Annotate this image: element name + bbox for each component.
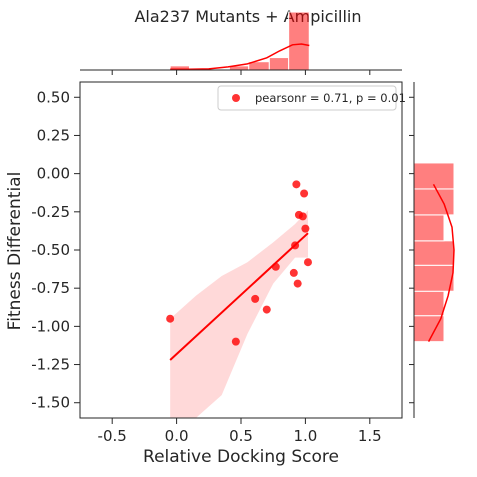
data-point (251, 294, 260, 303)
x-tick-label: 0.0 (165, 427, 189, 445)
main-scatter-panel: -0.5 0.0 0.5 1.0 1.5 0.50 0.25 0.00 -0.25 -0.50 -0… (31, 81, 403, 445)
data-point (298, 212, 307, 221)
y-histogram-bar (413, 240, 455, 266)
y-tick-label: 0.50 (37, 88, 70, 106)
x-histogram-bar (288, 11, 310, 71)
x-tick-label: 0.5 (229, 427, 253, 445)
data-point (300, 189, 309, 198)
y-kde-curve (427, 183, 455, 342)
data-point (291, 241, 300, 250)
y-tick-label: -1.00 (31, 317, 70, 335)
y-tick-label: -0.25 (31, 203, 70, 221)
legend-marker (232, 94, 240, 102)
y-histogram-bar (413, 214, 445, 242)
y-tick-label: -1.50 (31, 394, 70, 412)
data-point (292, 180, 301, 189)
legend-label: pearsonr = 0.71, p = 0.01 (255, 91, 406, 105)
y-histogram-bar (413, 188, 455, 216)
x-tick-label: 1.0 (293, 427, 317, 445)
data-point (166, 314, 175, 323)
plot-frame (79, 81, 403, 419)
confidence-band (170, 210, 308, 418)
legend-box (217, 85, 397, 111)
y-tick-label: -1.25 (31, 356, 70, 374)
y-tick-label: 0.25 (37, 126, 70, 144)
x-tick-label: 1.5 (358, 427, 382, 445)
y-histogram-bar (413, 290, 445, 317)
data-point (231, 337, 240, 346)
y-tick-label: 0.00 (37, 165, 70, 183)
data-point (289, 268, 298, 277)
data-point (271, 262, 280, 271)
x-axis-label: Relative Docking Score (143, 447, 339, 467)
legend: pearsonr = 0.71, p = 0.01 (217, 85, 406, 111)
x-histogram-bar (268, 57, 290, 71)
data-point (301, 224, 310, 233)
x-kde-curve (170, 43, 310, 70)
chart-title: Ala237 Mutants + Ampicillin (134, 7, 361, 26)
data-point (262, 305, 271, 314)
data-point (293, 279, 302, 288)
y-marginal-histogram (409, 82, 455, 418)
y-axis-label: Fitness Differential (5, 172, 25, 331)
y-histogram-bar (413, 264, 455, 292)
x-marginal-histogram (80, 11, 402, 75)
y-tick-label: -0.50 (31, 241, 70, 259)
y-tick-label: -0.75 (31, 279, 70, 297)
x-tick-label: -0.5 (98, 427, 127, 445)
data-point (303, 258, 312, 267)
regression-line (169, 232, 309, 361)
